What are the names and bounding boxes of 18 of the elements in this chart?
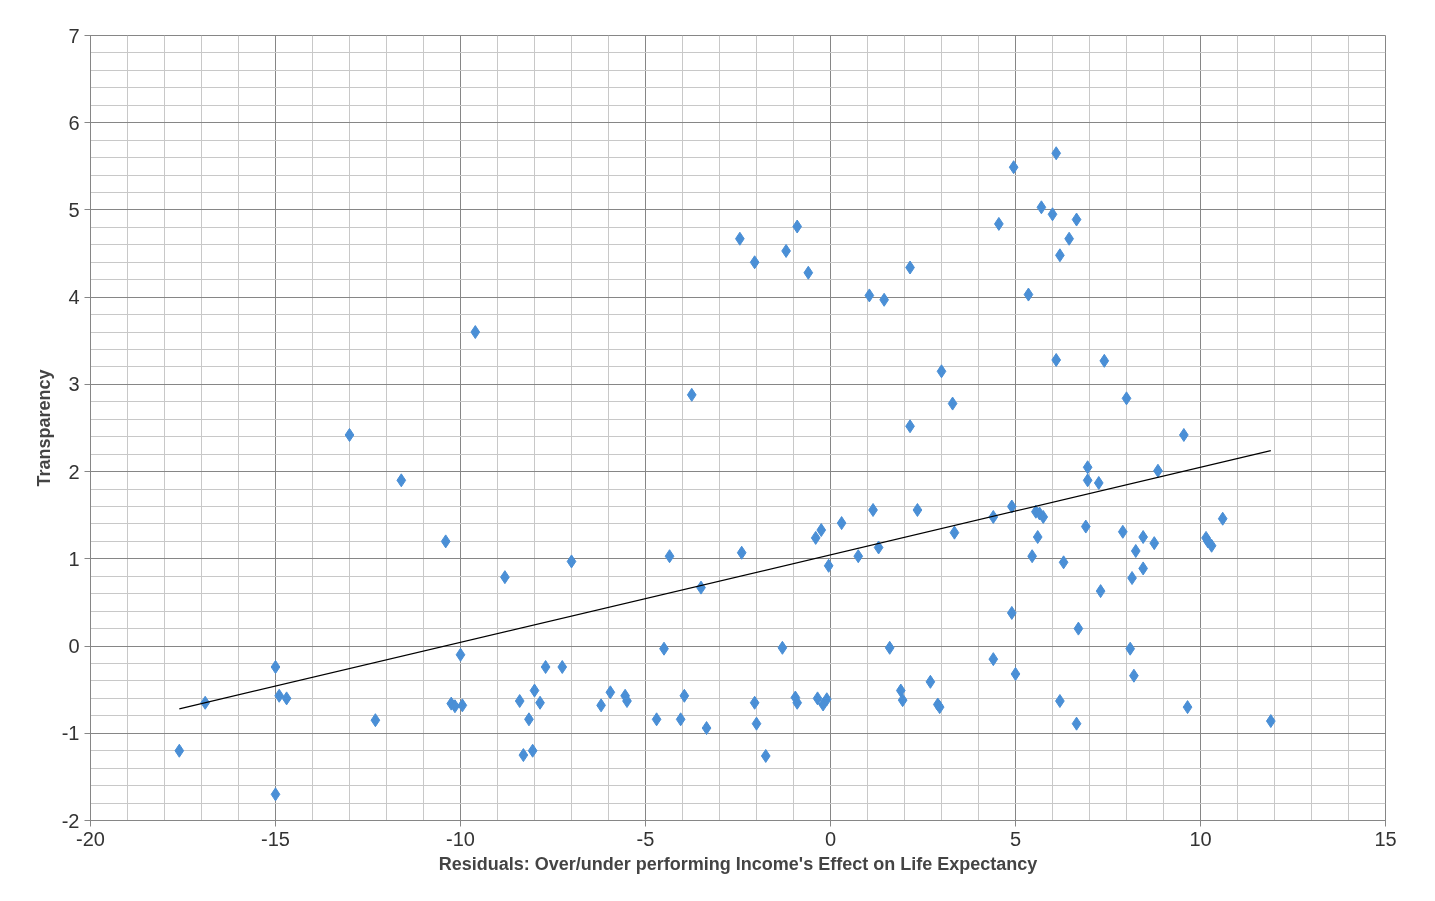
y-tick-label: 0 [68,635,80,658]
y-tick-label: 7 [68,24,80,47]
x-tick-label: 15 [1374,827,1397,850]
y-tick-label: 2 [68,460,80,483]
x-tick-label: -10 [446,827,475,850]
x-tick-label: 5 [1009,827,1022,850]
y-tick-label: 6 [68,111,80,134]
x-tick-label: 10 [1189,827,1212,850]
y-tick-label: 4 [68,286,80,309]
x-tick-label: 0 [824,827,837,850]
y-tick-label: 3 [68,373,80,396]
y-tick-label: 5 [68,198,80,221]
x-tick-label: -5 [636,827,655,850]
y-tick-label: -1 [61,722,80,745]
x-axis-title: Residuals: Over/under performing Income's Effect on Life Expectancy [438,853,1038,874]
x-tick-label: -15 [261,827,290,850]
y-tick-label: 1 [68,547,80,570]
y-axis-title: Transparency [33,369,54,487]
